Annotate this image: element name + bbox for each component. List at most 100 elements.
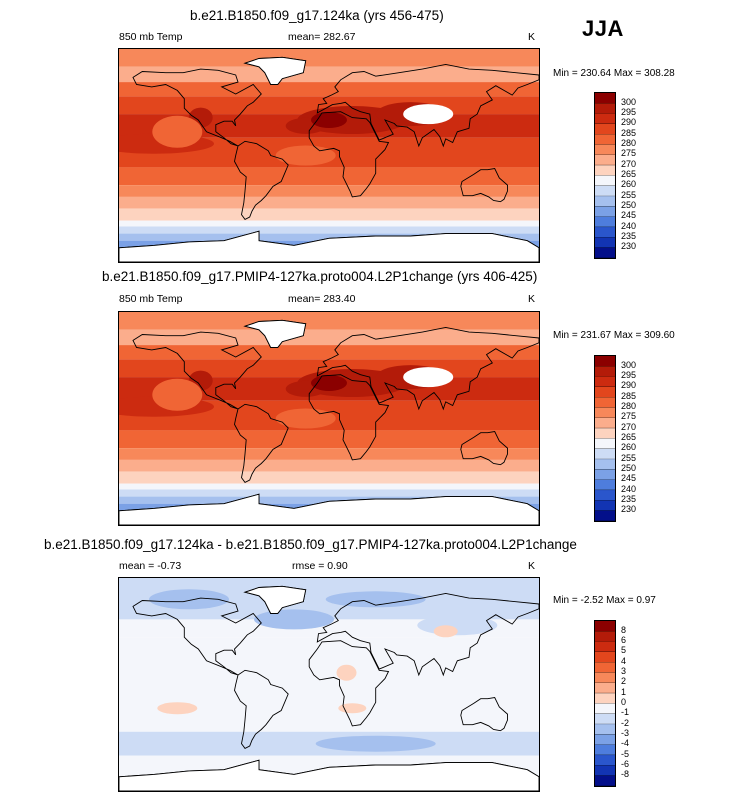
map-temperature-band (119, 483, 539, 490)
colorbar-tick-label: 270 (621, 158, 637, 169)
colorbar-tick-label: 255 (621, 452, 637, 463)
map-temperature-band (119, 49, 539, 67)
colorbar-swatch (595, 237, 615, 249)
map-coastline (234, 669, 289, 749)
colorbar-swatch (595, 216, 615, 228)
colorbar-tick-label: 235 (621, 493, 637, 504)
colorbar-tick-label: 5 (621, 645, 627, 656)
colorbar-swatch (595, 206, 615, 218)
map-temperature-band (119, 220, 539, 227)
colorbar-tick-label: 295 (621, 107, 637, 118)
colorbar-tick-label: 280 (621, 401, 637, 412)
colorbar-swatch (595, 376, 615, 388)
panel-1-title: b.e21.B1850.f09_g17.124ka (yrs 456-475) (190, 8, 444, 23)
colorbar-tick-label: 235 (621, 230, 637, 241)
colorbar-swatch (595, 196, 615, 207)
map-field-patch (433, 625, 458, 638)
colorbar-swatch (595, 641, 615, 653)
map-coastline (460, 696, 508, 732)
colorbar-tick-label: 285 (621, 127, 637, 138)
colorbar-swatch (595, 662, 615, 674)
colorbar-tick-label: 230 (621, 504, 637, 515)
map-field-patch (157, 702, 198, 715)
colorbar-swatch (595, 227, 615, 238)
panel-1-minmax: Min = 230.64 Max = 308.28 (553, 68, 675, 79)
panel-1-units: K (528, 31, 536, 43)
colorbar-swatch (595, 247, 615, 258)
map-antarctica-mask (119, 759, 539, 791)
colorbar-swatch (595, 703, 615, 715)
colorbar-swatch (595, 123, 615, 135)
colorbar-tick-label: 240 (621, 483, 637, 494)
panel-2-colorbar-labels: 300 295 290 285 280 275 270 265 260 255 250 245 240 2… (621, 355, 661, 520)
colorbar-swatch (595, 459, 615, 470)
map-coastline (132, 597, 262, 676)
colorbar-tick-label: 245 (621, 473, 637, 484)
map-coastline (132, 68, 262, 147)
colorbar-swatch (595, 134, 615, 146)
map-greenland-mask (243, 585, 307, 614)
map-temperature-band (119, 496, 539, 504)
colorbar-swatch (595, 407, 615, 419)
panel-1-colorbar-svg (595, 93, 615, 258)
panel-2-colorbar (594, 355, 616, 522)
map-field-patch (311, 375, 347, 391)
colorbar-tick-label: 280 (621, 138, 637, 149)
colorbar-swatch (595, 693, 615, 704)
panel-2-units: K (528, 293, 536, 305)
panel-3-colorbar-svg (595, 621, 615, 786)
colorbar-swatch (595, 185, 615, 197)
map-field-patch (152, 115, 203, 148)
colorbar-tick-label: 290 (621, 117, 637, 128)
map-coastline (132, 331, 262, 410)
panel-1-colorbar (594, 92, 616, 259)
map-temperature-band (119, 345, 539, 360)
colorbar-tick-label: 265 (621, 169, 637, 179)
colorbar-tick-label: -4 (621, 738, 630, 749)
map-temperature-band (119, 196, 539, 209)
colorbar-swatch (595, 490, 615, 501)
map-field-patch (275, 145, 336, 166)
map-field-patch (149, 589, 229, 610)
season-label: JJA (582, 16, 624, 41)
map-temperature-band (119, 233, 539, 241)
panel-1-colorbar-labels: 300 295 290 285 280 275 270 265 260 255 250 245 240 2… (621, 92, 661, 257)
colorbar-swatch (595, 724, 615, 735)
colorbar-swatch (595, 397, 615, 409)
map-temperature-band (119, 226, 539, 234)
colorbar-tick-label: 230 (621, 241, 637, 252)
panel-2-mean-label: mean= 283.40 (288, 293, 356, 305)
panel-2-map (118, 311, 540, 526)
panel-1-map-svg (119, 49, 539, 262)
colorbar-tick-label: -6 (621, 758, 630, 769)
map-coastline (308, 640, 390, 727)
colorbar-tick-label: 1 (621, 686, 627, 697)
colorbar-tick-label: 3 (621, 666, 627, 677)
panel-2-map-svg (119, 312, 539, 525)
colorbar-tick-label: -5 (621, 748, 630, 759)
map-field-patch (275, 408, 336, 429)
map-temperature-band (119, 448, 539, 460)
colorbar-tick-label: -8 (621, 769, 630, 780)
map-antarctica-mask (119, 493, 539, 525)
colorbar-tick-label: 2 (621, 676, 627, 687)
panel-2-variable-label: 850 mb Temp (119, 293, 183, 305)
colorbar-swatch (595, 651, 615, 663)
colorbar-tick-label: 255 (621, 189, 637, 200)
panel-1-variable-label: 850 mb Temp (119, 31, 183, 43)
colorbar-swatch (595, 621, 615, 632)
panel-2-minmax: Min = 231.67 Max = 309.60 (553, 330, 675, 341)
colorbar-tick-label: 8 (621, 624, 627, 635)
map-temperature-band (119, 430, 539, 448)
map-coastline (460, 430, 508, 466)
colorbar-tick-label: -3 (621, 727, 630, 738)
panel-3-rmse-label: rmse = 0.90 (292, 560, 348, 572)
map-coastline (460, 167, 508, 203)
colorbar-swatch (595, 755, 615, 766)
colorbar-swatch (595, 775, 615, 786)
map-temperature-band (119, 167, 539, 185)
colorbar-swatch (595, 500, 615, 512)
panel-2-colorbar-svg (595, 356, 615, 521)
colorbar-tick-label: 265 (621, 432, 637, 442)
colorbar-tick-label: 300 (621, 359, 637, 370)
